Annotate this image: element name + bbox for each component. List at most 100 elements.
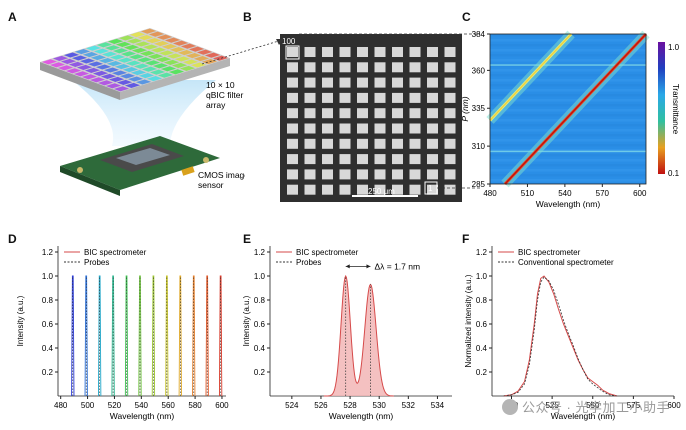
legend-label: Probes bbox=[84, 258, 109, 267]
filter-element bbox=[304, 62, 316, 73]
filter-element bbox=[392, 138, 403, 149]
wechat-icon bbox=[501, 399, 518, 415]
x-tick-label: 528 bbox=[343, 401, 357, 410]
y-tick-label: 0.4 bbox=[254, 344, 266, 353]
filter-element bbox=[304, 92, 316, 103]
peak-line bbox=[165, 275, 169, 397]
element-1-label: 1 bbox=[428, 184, 433, 193]
filter-element bbox=[322, 62, 333, 73]
panel-d-chart: 480 500 520 540 560 580 600 0.2 0.4 0.6 0.8 1.0 1.2 W… bbox=[16, 246, 229, 421]
filter-cell bbox=[212, 55, 229, 61]
filter-cell bbox=[179, 65, 196, 71]
x-tick-label: 600 bbox=[215, 401, 229, 410]
filter-element bbox=[444, 184, 456, 195]
panel-b-micrograph: 100 1 250 μm bbox=[280, 33, 480, 202]
filter-cell bbox=[139, 50, 156, 56]
heatmap-texture bbox=[490, 179, 646, 182]
filter-element bbox=[427, 184, 438, 195]
filter-element bbox=[304, 154, 316, 165]
filter-array-side-right bbox=[120, 58, 230, 100]
filter-element bbox=[322, 154, 333, 165]
element-100-marker bbox=[285, 45, 300, 60]
y-tick-label: 1.2 bbox=[254, 248, 266, 257]
x-tick-label: 600 bbox=[633, 189, 647, 198]
sensor-label-1: CMOS image bbox=[198, 170, 245, 180]
filter-cell bbox=[147, 53, 164, 59]
filter-element bbox=[357, 62, 368, 73]
panel-a-illustration: 10 × 10 qBIC filter array CMOS image sen… bbox=[40, 28, 245, 196]
heatmap-band-core bbox=[489, 33, 572, 121]
y-axis-label: Intensity (a.u.) bbox=[16, 295, 25, 346]
filter-element bbox=[304, 123, 316, 134]
filter-cell bbox=[128, 54, 145, 60]
delta-arrowhead bbox=[366, 264, 371, 269]
arrow-a-to-b bbox=[201, 39, 284, 65]
x-tick-label: 540 bbox=[558, 189, 572, 198]
filter-element bbox=[444, 77, 456, 88]
filter-cell bbox=[90, 55, 107, 61]
filter-element bbox=[392, 92, 403, 103]
filter-cell bbox=[81, 74, 98, 80]
y-tick-label: 0.4 bbox=[42, 344, 54, 353]
panel-c-chart: 480 510 540 570 600 285 310 335 360 384 Wavelength… bbox=[460, 30, 680, 209]
y-tick-label: 285 bbox=[472, 180, 486, 189]
filter-element bbox=[392, 184, 403, 195]
y-tick-label: 0.2 bbox=[476, 368, 488, 377]
filter-element bbox=[304, 108, 316, 119]
y-tick-label: 0.8 bbox=[254, 296, 266, 305]
filter-element bbox=[409, 184, 421, 195]
filter-cell bbox=[169, 47, 186, 53]
filter-cell bbox=[145, 38, 162, 44]
panel-label-e: E bbox=[243, 232, 252, 246]
x-axis-label: Wavelength (nm) bbox=[329, 411, 394, 421]
filter-cell bbox=[65, 68, 82, 74]
x-tick-label: 550 bbox=[586, 401, 600, 410]
sensor-label-2: sensor bbox=[198, 180, 224, 190]
panel-label-a: A bbox=[8, 10, 17, 24]
filter-element bbox=[392, 123, 403, 134]
filter-cell bbox=[101, 51, 118, 57]
filter-cell bbox=[180, 43, 197, 49]
filter-cell bbox=[172, 40, 189, 46]
y-tick-label: 0.4 bbox=[476, 344, 488, 353]
filter-element bbox=[427, 138, 438, 149]
y-tick-label: 0.8 bbox=[42, 296, 54, 305]
filter-cell bbox=[92, 70, 109, 76]
filter-cell bbox=[120, 51, 137, 57]
filter-cell bbox=[71, 55, 88, 61]
filter-element bbox=[427, 77, 438, 88]
filter-element bbox=[357, 184, 368, 195]
filter-cell bbox=[188, 46, 205, 52]
filter-element bbox=[427, 92, 438, 103]
filter-element bbox=[409, 138, 421, 149]
heatmap-texture bbox=[490, 44, 646, 47]
peak-line bbox=[138, 275, 142, 397]
filter-element bbox=[357, 123, 368, 134]
heatmap-texture bbox=[490, 49, 646, 52]
filter-element bbox=[374, 169, 386, 180]
heatmap-texture bbox=[490, 169, 646, 172]
heatmap-texture bbox=[490, 134, 646, 137]
y-axis-label: Normalized intensity (a.u.) bbox=[464, 274, 473, 367]
filter-cell bbox=[160, 66, 177, 72]
filter-cell bbox=[82, 52, 99, 58]
filter-cell bbox=[166, 53, 183, 59]
filter-element bbox=[427, 47, 438, 57]
panel-label-f: F bbox=[462, 232, 470, 246]
heatmap-texture bbox=[490, 104, 646, 107]
heatmap-band-core bbox=[504, 33, 647, 185]
y-tick-label: 1.0 bbox=[42, 272, 54, 281]
filter-element bbox=[392, 108, 403, 119]
filter-element bbox=[444, 108, 456, 119]
filter-cell bbox=[182, 59, 199, 65]
filter-cell bbox=[127, 76, 144, 82]
heatmap-horizontal-line bbox=[490, 150, 646, 153]
filter-cell bbox=[141, 66, 158, 72]
filter-element bbox=[339, 108, 351, 119]
filter-cell bbox=[137, 35, 154, 41]
heatmap-texture bbox=[490, 99, 646, 102]
filter-element bbox=[287, 47, 298, 57]
heatmap-texture bbox=[490, 89, 646, 92]
filter-cell bbox=[129, 32, 146, 38]
element-100-label: 100 bbox=[282, 37, 296, 46]
